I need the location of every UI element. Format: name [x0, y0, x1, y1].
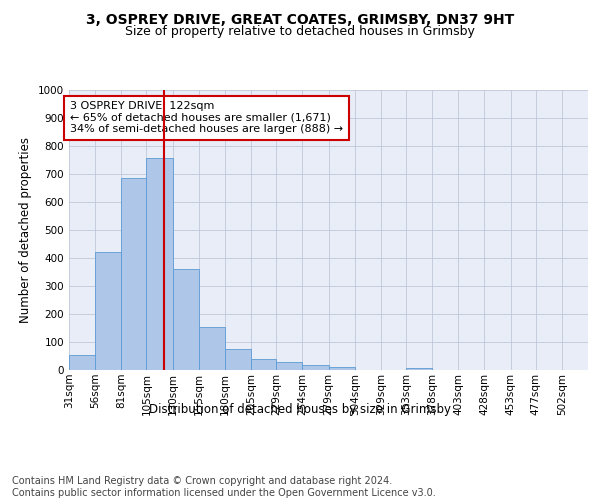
- Text: Contains HM Land Registry data © Crown copyright and database right 2024.
Contai: Contains HM Land Registry data © Crown c…: [12, 476, 436, 498]
- Text: 3 OSPREY DRIVE: 122sqm
← 65% of detached houses are smaller (1,671)
34% of semi-: 3 OSPREY DRIVE: 122sqm ← 65% of detached…: [70, 101, 343, 134]
- Bar: [121, 178, 146, 370]
- Bar: [276, 362, 302, 370]
- Bar: [173, 268, 199, 370]
- Text: Distribution of detached houses by size in Grimsby: Distribution of detached houses by size …: [149, 402, 451, 415]
- Bar: [251, 359, 276, 370]
- Bar: [146, 158, 173, 370]
- Bar: [329, 367, 355, 370]
- Bar: [95, 252, 121, 370]
- Bar: [406, 368, 432, 370]
- Text: Size of property relative to detached houses in Grimsby: Size of property relative to detached ho…: [125, 25, 475, 38]
- Bar: [225, 350, 251, 370]
- Text: 3, OSPREY DRIVE, GREAT COATES, GRIMSBY, DN37 9HT: 3, OSPREY DRIVE, GREAT COATES, GRIMSBY, …: [86, 12, 514, 26]
- Bar: [199, 327, 225, 370]
- Bar: [302, 365, 329, 370]
- Bar: [69, 356, 95, 370]
- Y-axis label: Number of detached properties: Number of detached properties: [19, 137, 32, 323]
